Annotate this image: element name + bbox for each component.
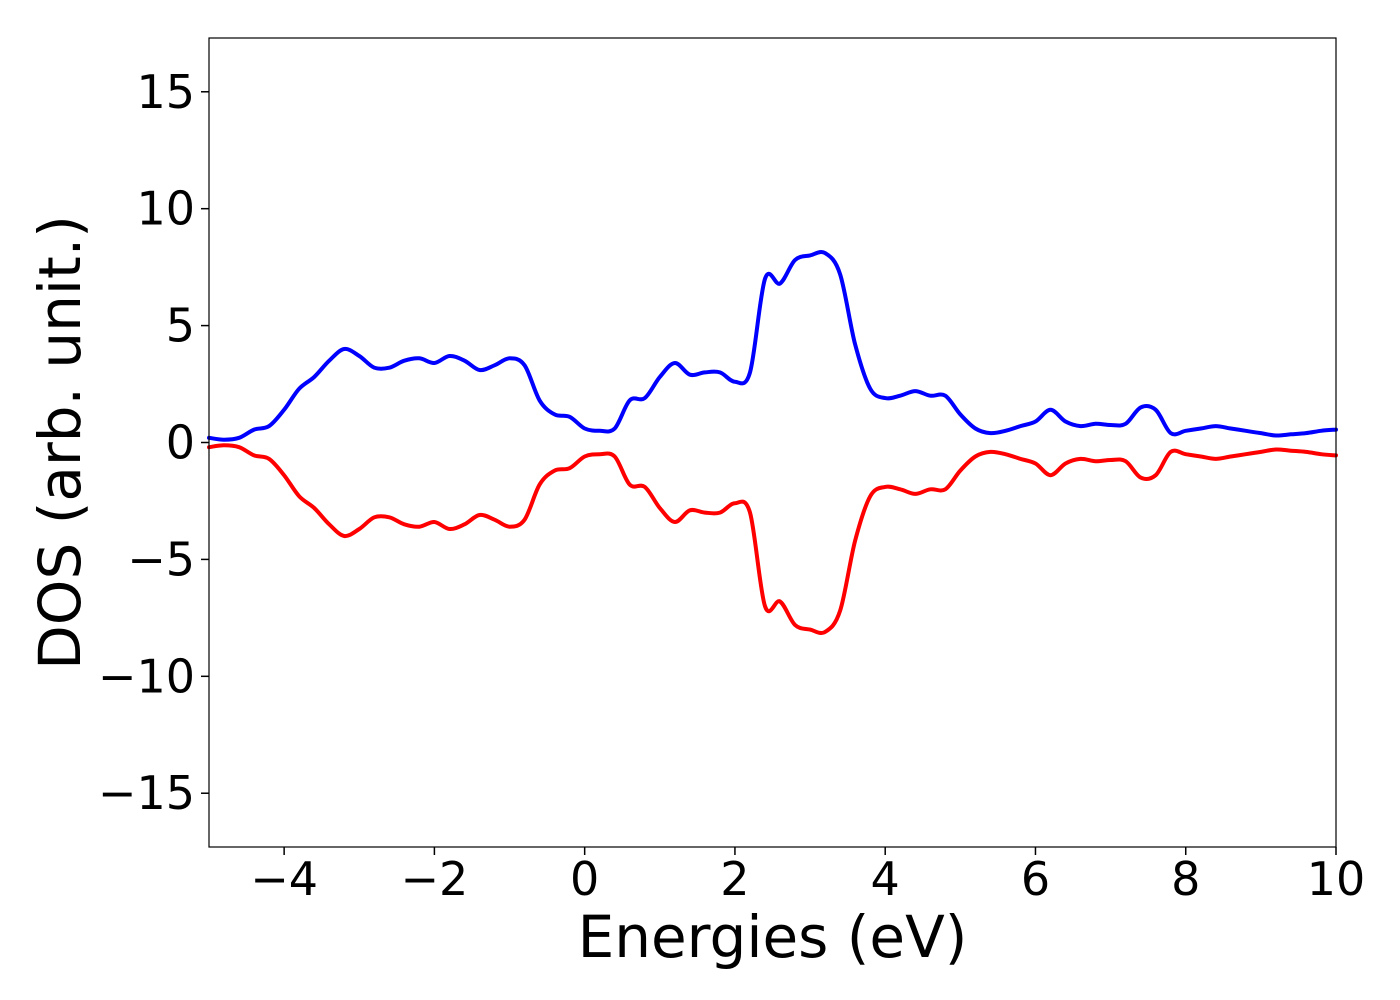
y-tick-label: 10 bbox=[136, 182, 195, 236]
y-axis-ticks: −15 −10 −5 0 5 10 15 bbox=[98, 65, 209, 820]
x-tick-label: 10 bbox=[1307, 852, 1366, 906]
x-tick-label: 6 bbox=[1021, 852, 1050, 906]
x-tick-label: −2 bbox=[400, 852, 468, 906]
y-tick-label: −15 bbox=[98, 766, 195, 820]
y-tick-label: 0 bbox=[166, 416, 195, 470]
x-tick-label: 4 bbox=[871, 852, 900, 906]
y-tick-label: −10 bbox=[98, 649, 195, 703]
x-tick-label: 8 bbox=[1171, 852, 1200, 906]
x-tick-label: 0 bbox=[570, 852, 599, 906]
plot-frame bbox=[208, 37, 1337, 848]
series-line-1 bbox=[207, 250, 1338, 442]
x-tick-label: 2 bbox=[720, 852, 749, 906]
x-tick-label: −4 bbox=[250, 852, 318, 906]
series-line-2 bbox=[207, 443, 1338, 635]
y-tick-label: 5 bbox=[166, 299, 195, 353]
x-axis-label: Energies (eV) bbox=[578, 903, 968, 971]
y-tick-label: 15 bbox=[136, 65, 195, 119]
y-axis-label: DOS (arb. unit.) bbox=[26, 215, 94, 670]
x-axis-ticks: −4 −2 0 2 4 6 8 10 bbox=[250, 847, 1365, 906]
series-layer bbox=[207, 250, 1338, 635]
y-tick-label: −5 bbox=[127, 532, 195, 586]
